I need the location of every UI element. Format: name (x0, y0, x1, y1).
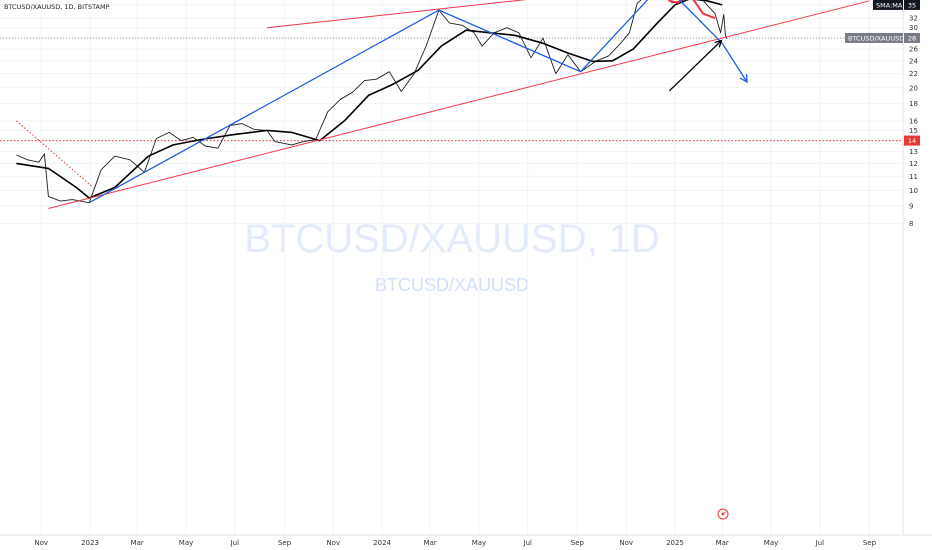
watermark: BTCUSD/XAUUSD, 1D BTCUSD/XAUUSD (244, 217, 660, 295)
x-tick-label: 2024 (373, 539, 391, 547)
price-label: 35 (908, 1, 916, 9)
x-tick-label: May (764, 539, 778, 547)
watermark-sub: BTCUSD/XAUUSD (375, 275, 529, 295)
x-tick-label: Nov (34, 539, 48, 547)
x-tick-label: Nov (326, 539, 340, 547)
dotted-trendline (16, 120, 94, 188)
x-tick-label: Nov (619, 539, 633, 547)
y-tick-label: 26 (909, 45, 918, 53)
y-tick-label: 12 (909, 160, 918, 168)
red-pattern-line (668, 0, 716, 20)
y-tick-label: 11 (909, 173, 918, 181)
price-label-bg (904, 32, 920, 43)
x-tick-label: 2023 (81, 539, 99, 547)
y-tick-label: 24 (909, 57, 918, 65)
y-tick-label: 15 (909, 127, 918, 135)
x-tick-label: May (472, 539, 486, 547)
price-line (16, 0, 728, 204)
y-tick-label: 22 (909, 70, 918, 78)
price-label-bg (904, 135, 920, 146)
y-tick-label: 18 (909, 100, 918, 108)
y-tick-label: 8 (909, 220, 913, 228)
x-tick-label: Jul (815, 539, 825, 547)
y-tick-label: 32 (909, 15, 918, 23)
x-tick-label: 2025 (666, 539, 684, 547)
x-tick-label: Mar (131, 539, 144, 547)
sma-line (16, 0, 723, 199)
zigzag-pattern-line (88, 0, 748, 204)
y-tick-label: 10 (909, 187, 918, 195)
series-tag-label: SMA:MA (876, 1, 903, 9)
channel-lower-line (48, 0, 870, 209)
series-tag-label: BTCUSD/XAUUSD (848, 34, 904, 42)
black-arrow-line (668, 40, 722, 92)
x-tick-label: Sep (278, 539, 292, 547)
horizontal-levels (0, 37, 903, 142)
black-arrowhead (714, 39, 723, 48)
chart-drawings (16, 0, 870, 209)
chart-header-title: BTCUSD/XAUUSD, 1D, BITSTAMP (4, 3, 110, 11)
y-tick-label: 9 (909, 202, 913, 210)
x-tick-label: Jul (523, 539, 533, 547)
x-tick-label: Sep (863, 539, 877, 547)
price-label: 28 (908, 34, 916, 42)
y-tick-label: 13 (909, 148, 918, 156)
channel-upper-line (266, 0, 527, 29)
price-label: 14 (908, 137, 916, 145)
timer-icon[interactable] (717, 508, 729, 520)
x-tick-label: May (179, 539, 193, 547)
chart-series (16, 0, 728, 204)
price-label-bg (904, 0, 920, 10)
x-tick-label: Mar (716, 539, 729, 547)
x-axis-ticks: Nov 2023 Mar May Jul Sep Nov 2024 Mar May Jul Sep No… (34, 539, 876, 547)
y-tick-label: 30 (909, 24, 918, 32)
watermark-main: BTCUSD/XAUUSD, 1D (244, 217, 660, 261)
x-tick-label: Mar (424, 539, 437, 547)
zigzag-arrowhead (739, 73, 748, 84)
y-tick-label: 20 (909, 84, 918, 92)
x-tick-label: Sep (571, 539, 585, 547)
y-tick-label: 16 (909, 117, 918, 125)
series-tag-bg (845, 32, 903, 43)
x-tick-label: Jul (230, 539, 240, 547)
series-tag-bg (873, 0, 903, 10)
